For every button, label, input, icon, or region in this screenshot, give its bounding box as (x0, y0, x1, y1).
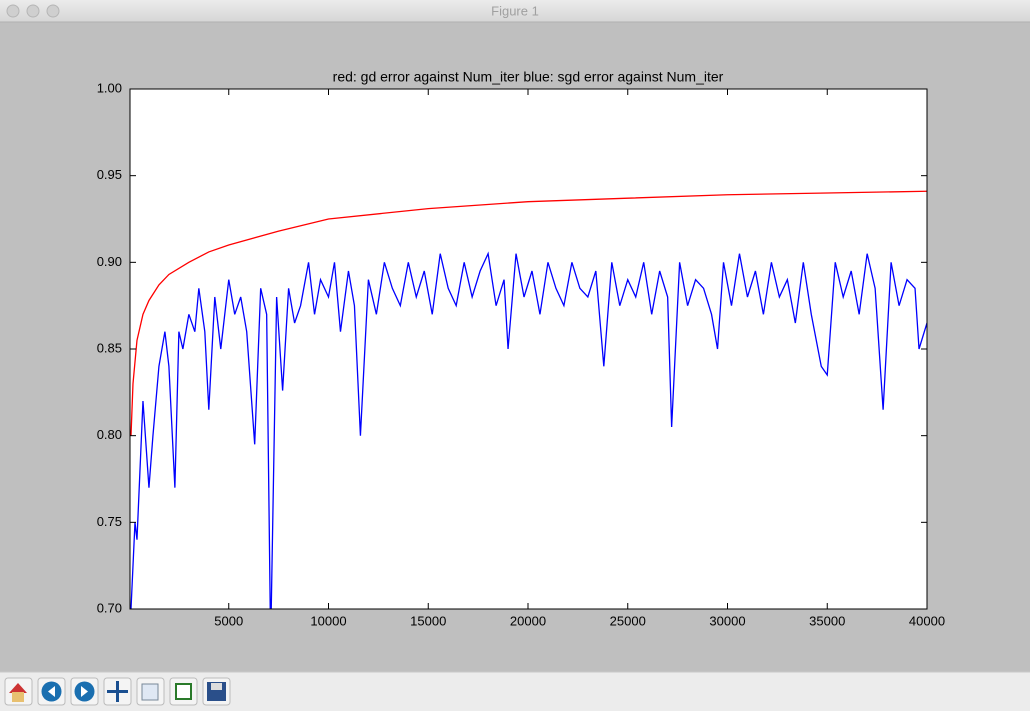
pan-button[interactable] (103, 677, 132, 706)
window-title: Figure 1 (491, 3, 539, 18)
y-tick-label: 0.95 (97, 167, 122, 182)
x-tick-label: 15000 (410, 613, 446, 628)
series-line (130, 251, 927, 609)
subplots-button[interactable] (169, 677, 198, 706)
series-line (130, 190, 927, 436)
y-tick-label: 1.00 (97, 80, 122, 95)
y-tick-label: 0.70 (97, 600, 122, 615)
back-button[interactable] (37, 677, 66, 706)
title-bar (0, 0, 1030, 22)
x-tick-label: 20000 (510, 613, 546, 628)
y-tick-label: 0.90 (97, 254, 122, 269)
zoom-button[interactable] (46, 4, 60, 18)
chart-title: red: gd error against Num_iter blue: sgd… (333, 69, 724, 85)
x-tick-label: 30000 (709, 613, 745, 628)
y-tick-label: 0.85 (97, 340, 122, 355)
x-tick-label: 40000 (909, 613, 945, 628)
x-tick-label: 25000 (610, 613, 646, 628)
x-tick-label: 35000 (809, 613, 845, 628)
plot-lines (130, 190, 927, 609)
home-button[interactable] (4, 677, 33, 706)
minimize-button[interactable] (26, 4, 40, 18)
forward-button[interactable] (70, 677, 99, 706)
close-button[interactable] (6, 4, 20, 18)
plot-area (130, 89, 927, 609)
zoom-rect-button[interactable] (136, 677, 165, 706)
save-button[interactable] (202, 677, 231, 706)
y-tick-label: 0.80 (97, 427, 122, 442)
x-tick-label: 5000 (214, 613, 243, 628)
y-tick-label: 0.75 (97, 514, 122, 529)
x-tick-label: 10000 (310, 613, 346, 628)
